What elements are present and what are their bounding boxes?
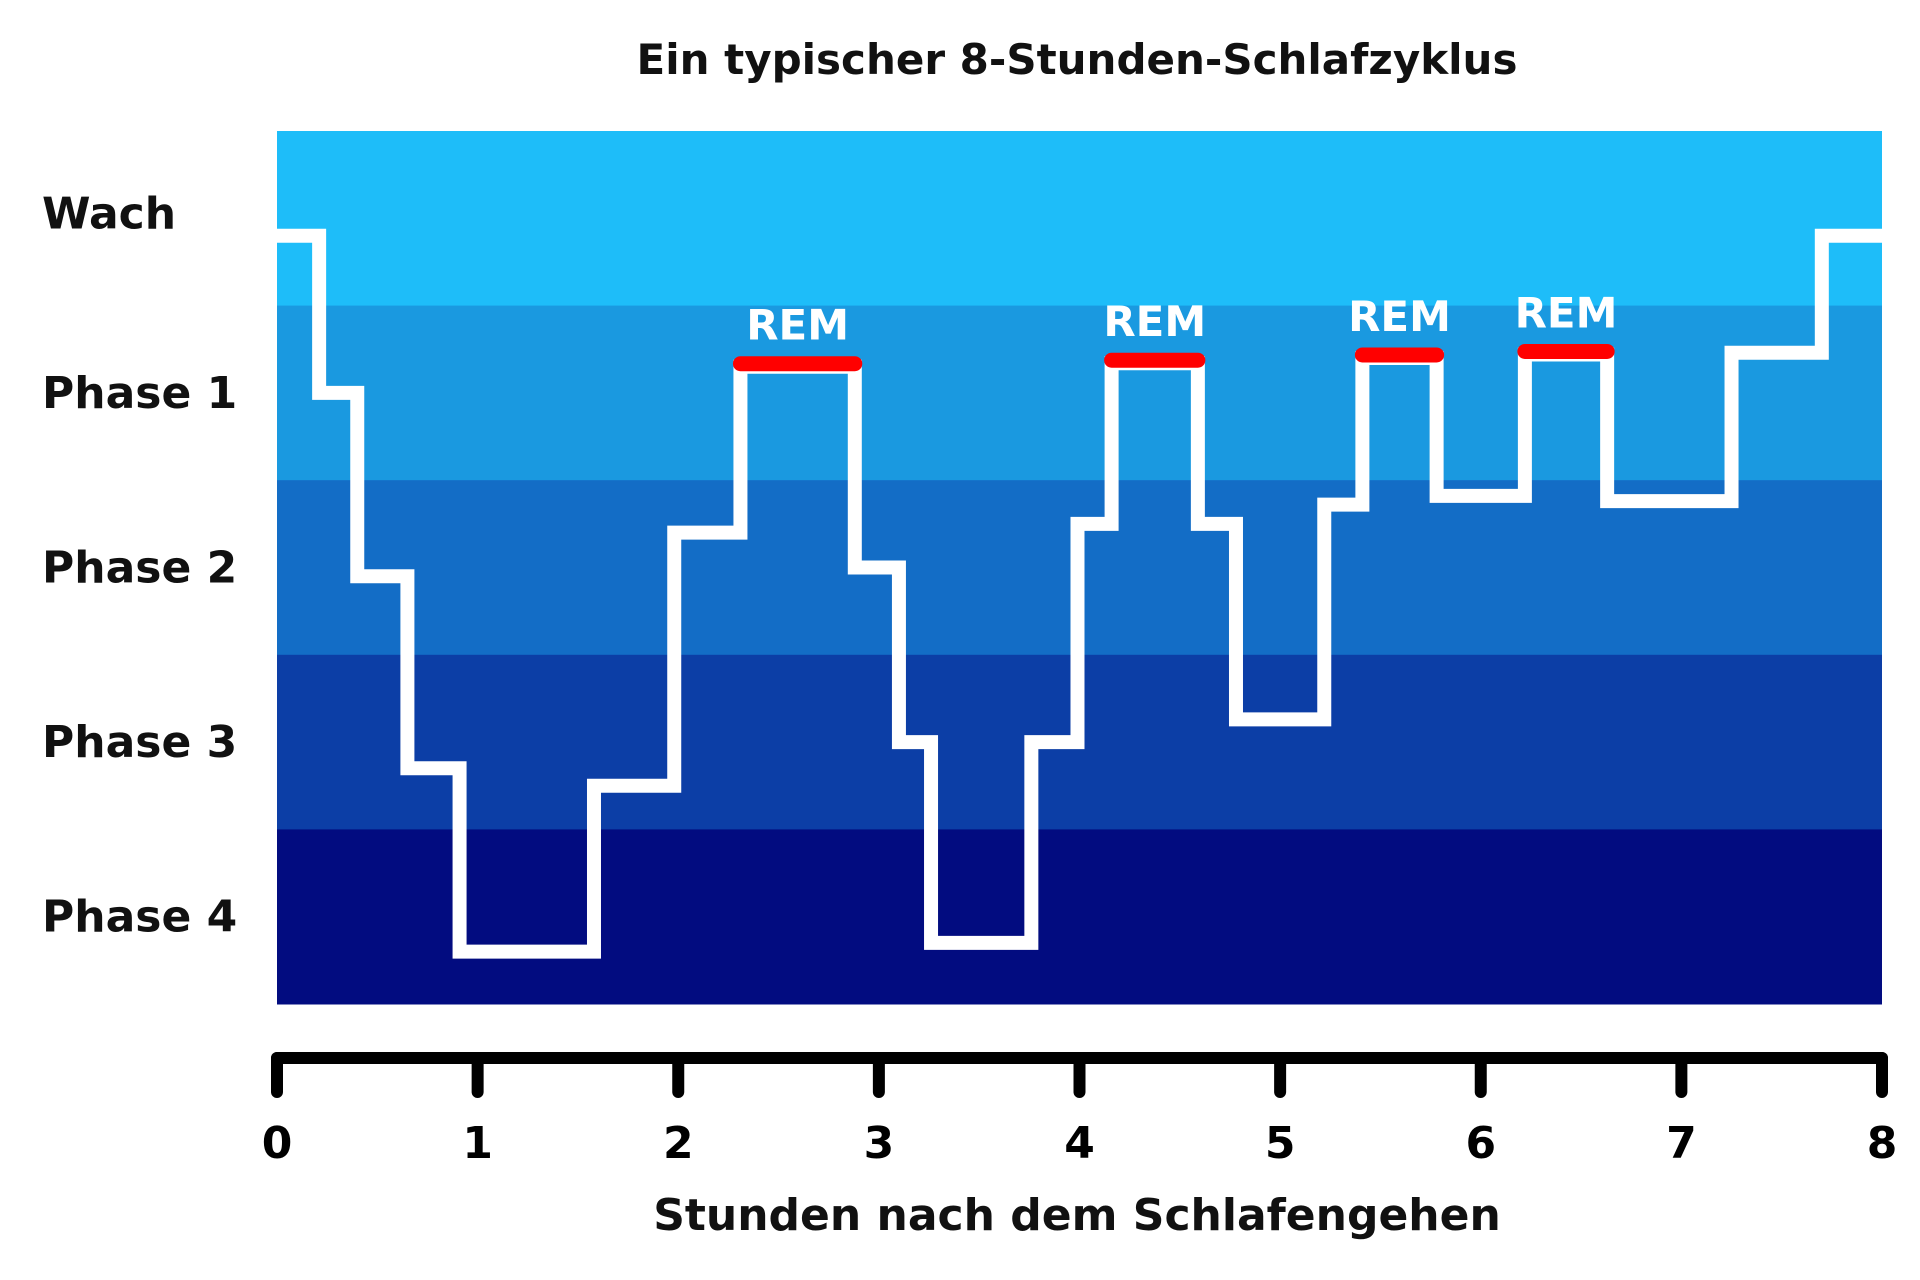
band-0: [277, 131, 1882, 307]
rem-annotations: REM REM REM REM: [732, 288, 1618, 372]
x-tick-label: 0: [262, 1118, 293, 1169]
x-tick-label: 3: [864, 1118, 895, 1169]
y-label: Phase 1: [42, 368, 237, 419]
x-tick-label: 8: [1867, 1118, 1898, 1169]
rem-label: REM: [1103, 297, 1206, 346]
x-tick-label: 1: [462, 1118, 493, 1169]
step-line: [277, 228, 1882, 959]
rem-label: REM: [1515, 288, 1618, 337]
x-tick-label: 6: [1465, 1118, 1496, 1169]
x-axis: 0 1 2 3 4 5 6 7 8: [262, 1052, 1898, 1169]
x-tick-label: 4: [1064, 1118, 1095, 1169]
y-label: Phase 2: [42, 543, 237, 594]
chart-title: Ein typischer 8-Stunden-Schlafzyklus: [637, 35, 1518, 84]
band-1: [277, 305, 1882, 481]
rem-label: REM: [746, 301, 849, 350]
x-tick-label: 5: [1265, 1118, 1296, 1169]
x-tick-label: 2: [663, 1118, 694, 1169]
x-axis-label: Stunden nach dem Schlafengehen: [653, 1190, 1501, 1241]
band-4: [277, 829, 1882, 1005]
y-label: Phase 4: [42, 892, 237, 943]
hypnogram-line: [277, 228, 1882, 959]
x-tick-label: 7: [1666, 1118, 1697, 1169]
rem-label: REM: [1348, 292, 1451, 341]
y-axis-labels: Wach Phase 1 Phase 2 Phase 3 Phase 4: [42, 188, 237, 942]
y-label: Phase 3: [42, 717, 237, 768]
y-label: Wach: [42, 188, 176, 239]
